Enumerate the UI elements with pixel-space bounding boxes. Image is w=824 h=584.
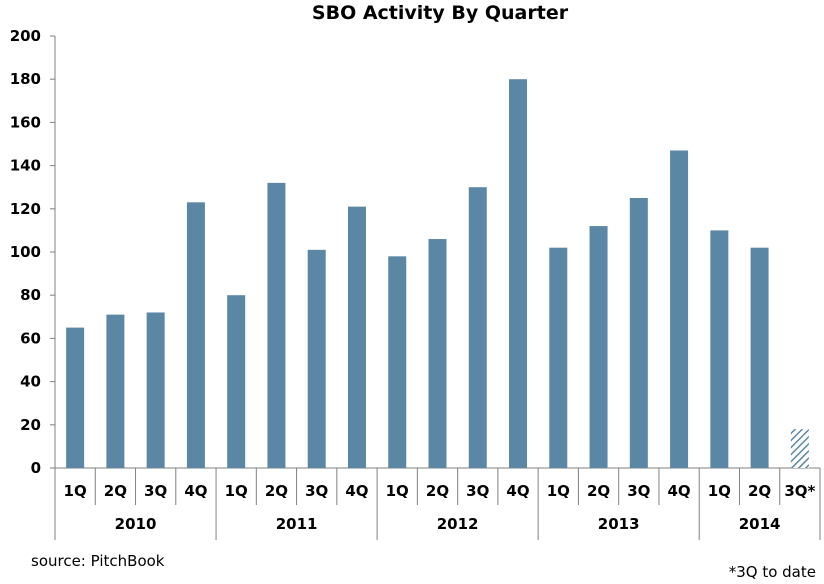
y-tick-label: 200: [10, 27, 41, 45]
y-tick-label: 140: [10, 157, 41, 175]
bar: [146, 312, 165, 468]
y-tick-label: 180: [10, 70, 41, 88]
category-label: 4Q: [506, 482, 529, 500]
year-label: 2012: [437, 515, 479, 533]
bar: [66, 327, 85, 468]
category-label: 1Q: [386, 482, 409, 500]
category-label: 2Q: [426, 482, 449, 500]
year-label: 2011: [276, 515, 318, 533]
category-label: 4Q: [184, 482, 207, 500]
year-label: 2013: [598, 515, 640, 533]
bar: [227, 295, 246, 468]
bar: [347, 206, 366, 468]
bar: [468, 187, 487, 468]
category-label: 3Q: [627, 482, 650, 500]
bar: [388, 256, 407, 468]
category-label: 1Q: [64, 482, 87, 500]
category-label: 2Q: [104, 482, 127, 500]
bar: [629, 198, 648, 468]
y-tick-label: 100: [10, 243, 41, 261]
category-label: 4Q: [667, 482, 690, 500]
bar: [549, 247, 568, 468]
bar: [428, 239, 447, 468]
bar: [186, 202, 205, 468]
bar: [790, 429, 809, 468]
category-label: 3Q*: [784, 482, 815, 500]
bar: [589, 226, 608, 468]
category-label: 2Q: [265, 482, 288, 500]
y-tick-label: 120: [10, 200, 41, 218]
chart-title: SBO Activity By Quarter: [311, 2, 569, 24]
y-tick-label: 20: [20, 416, 41, 434]
footnote: *3Q to date: [728, 563, 816, 581]
y-tick-label: 80: [20, 286, 41, 304]
year-label: 2010: [115, 515, 157, 533]
category-label: 2Q: [587, 482, 610, 500]
category-label: 3Q: [144, 482, 167, 500]
category-label: 3Q: [466, 482, 489, 500]
bar: [267, 182, 286, 468]
category-label: 1Q: [225, 482, 248, 500]
bar: [106, 314, 125, 468]
bar: [710, 230, 729, 468]
category-label: 1Q: [547, 482, 570, 500]
category-label: 2Q: [748, 482, 771, 500]
y-tick-label: 60: [20, 329, 41, 347]
bar: [670, 150, 689, 469]
category-label: 3Q: [305, 482, 328, 500]
bar: [307, 249, 326, 468]
y-tick-label: 40: [20, 373, 41, 391]
bar: [509, 79, 528, 468]
y-tick-label: 160: [10, 113, 41, 131]
source-note: source: PitchBook: [31, 552, 165, 570]
y-tick-label: 0: [31, 459, 41, 477]
category-label: 1Q: [708, 482, 731, 500]
category-label: 4Q: [345, 482, 368, 500]
bar: [750, 247, 769, 468]
year-label: 2014: [739, 515, 781, 533]
